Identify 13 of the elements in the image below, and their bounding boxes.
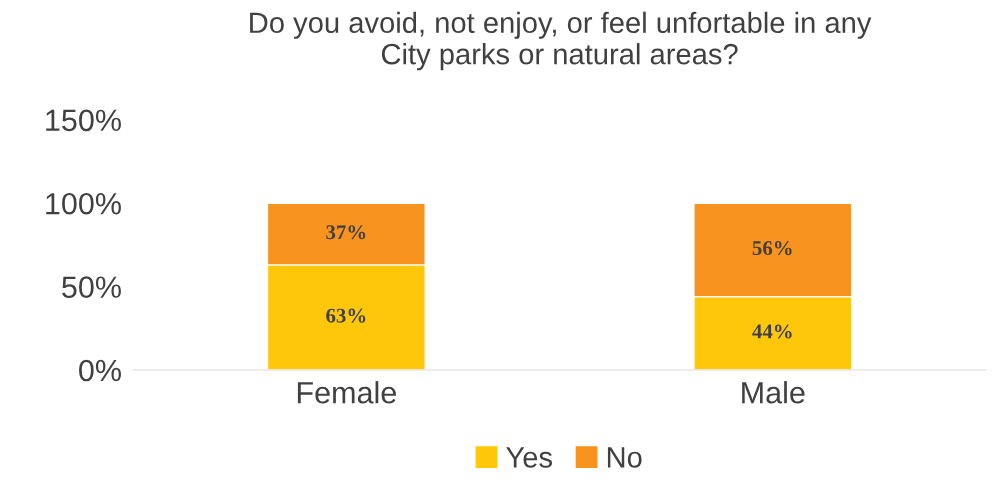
y-tick-label: 0% xyxy=(79,359,121,382)
legend-label: Yes xyxy=(506,447,552,468)
chart-title: Do you avoid, not enjoy, or feel unfortable in any City parks or natural areas? xyxy=(250,11,872,71)
data-label: 37% xyxy=(326,225,366,240)
y-tick-label: 100% xyxy=(46,192,121,215)
y-tick-label: 50% xyxy=(62,276,121,298)
legend-label: No xyxy=(607,447,642,468)
x-tick-label: Male xyxy=(742,381,805,404)
data-label: 63% xyxy=(326,308,366,323)
y-tick-label: 150% xyxy=(46,109,121,132)
x-tick-label: Female xyxy=(297,381,396,404)
data-label: 56% xyxy=(752,241,792,256)
data-label: 44% xyxy=(752,324,792,339)
